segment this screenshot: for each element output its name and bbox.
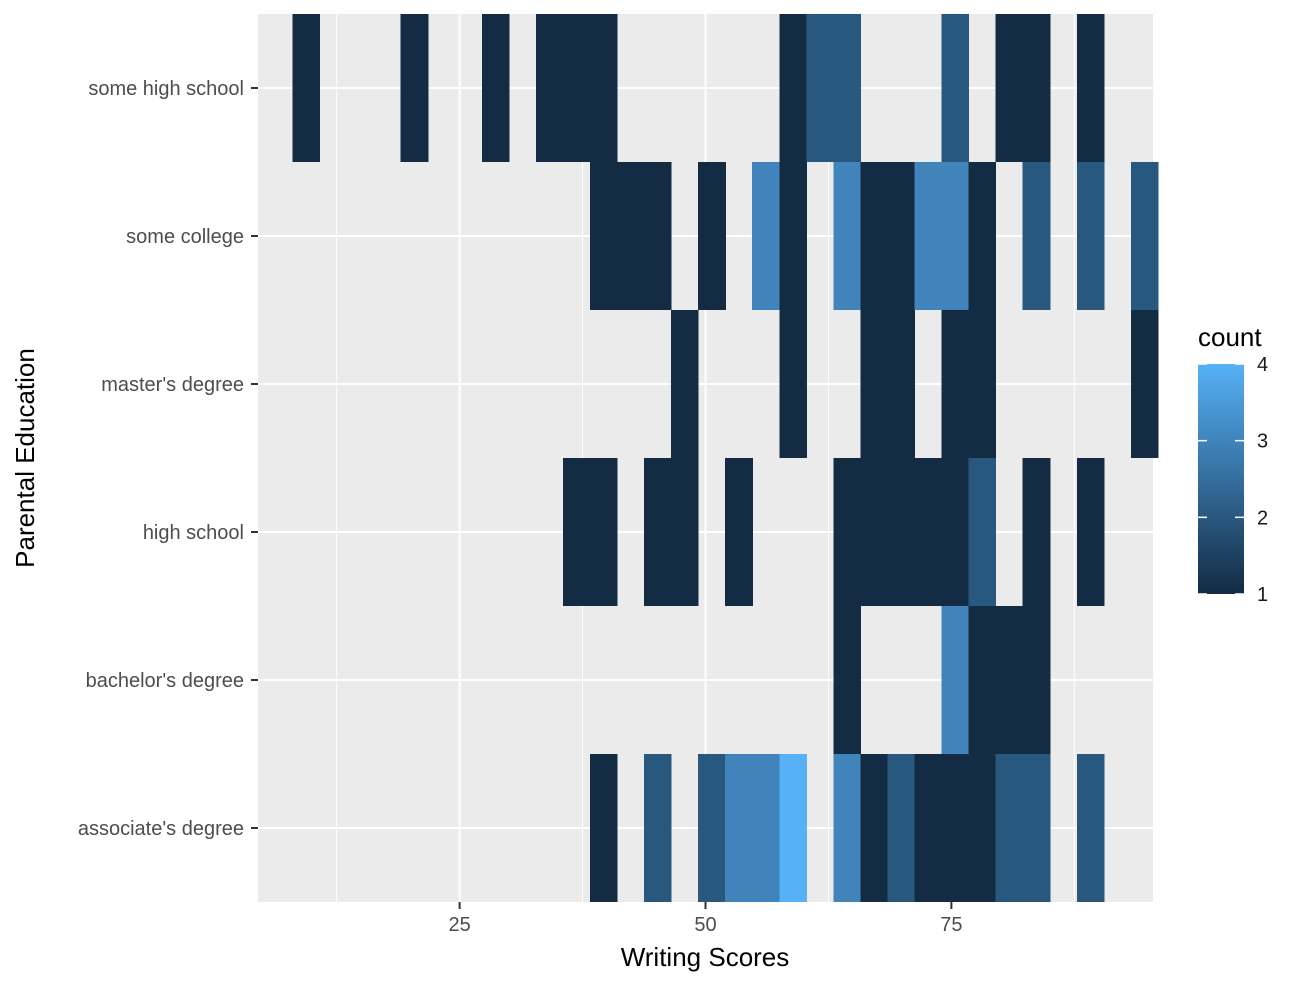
heatmap-cell bbox=[1022, 606, 1051, 754]
heatmap-cell bbox=[833, 458, 862, 606]
heatmap-cell bbox=[779, 310, 807, 458]
heatmap-cell bbox=[779, 162, 807, 310]
heatmap-cell bbox=[1022, 14, 1051, 162]
heatmap-cell bbox=[779, 754, 807, 902]
heatmap-cell bbox=[1130, 162, 1159, 310]
heatmap-cell bbox=[860, 162, 889, 310]
y-tick-label: high school bbox=[143, 522, 244, 544]
heatmap-cell bbox=[968, 458, 997, 606]
heatmap-cell bbox=[914, 754, 943, 902]
heatmap-cell bbox=[1130, 310, 1159, 458]
heatmap-cell bbox=[941, 162, 970, 310]
heatmap-cell bbox=[535, 14, 564, 162]
x-tick-label: 75 bbox=[940, 914, 962, 936]
heatmap-cell bbox=[400, 14, 429, 162]
color-legend: count 1 2 3 4 bbox=[1198, 322, 1268, 606]
heatmap-cell bbox=[589, 754, 618, 902]
heatmap-cell bbox=[914, 458, 943, 606]
heatmap-cell bbox=[1076, 754, 1105, 902]
heatmap-cell bbox=[995, 754, 1024, 902]
heatmap-cell bbox=[860, 754, 889, 902]
heatmap-cell bbox=[616, 162, 645, 310]
heatmap-cell bbox=[968, 754, 997, 902]
legend-tick-label: 3 bbox=[1257, 431, 1268, 453]
heatmap-cell bbox=[562, 14, 591, 162]
heatmap-cell bbox=[968, 606, 997, 754]
heatmap-cell bbox=[671, 310, 699, 458]
x-tick-label: 25 bbox=[448, 914, 470, 936]
legend-tick-label: 4 bbox=[1257, 354, 1268, 376]
heatmap-cell bbox=[644, 162, 672, 310]
heatmap-cell bbox=[725, 458, 753, 606]
heatmap-cell bbox=[833, 606, 862, 754]
heatmap-cell bbox=[968, 162, 997, 310]
heatmap-cell bbox=[644, 754, 672, 902]
heatmap-cell bbox=[589, 458, 618, 606]
heatmap-cell bbox=[481, 14, 510, 162]
heatmap-cell bbox=[995, 606, 1024, 754]
heatmap-cell bbox=[887, 162, 916, 310]
legend-title: count bbox=[1198, 322, 1262, 352]
heatmap-cell bbox=[725, 754, 753, 902]
heatmap-cell bbox=[887, 754, 916, 902]
y-tick-label: some high school bbox=[88, 78, 244, 100]
heatmap-cell bbox=[1076, 162, 1105, 310]
heatmap-cell bbox=[941, 606, 970, 754]
heatmap-cell bbox=[1022, 162, 1051, 310]
heatmap-cell bbox=[941, 310, 970, 458]
x-axis: 25 50 75 bbox=[448, 902, 963, 936]
heatmap-cell bbox=[698, 162, 726, 310]
heatmap-cell bbox=[833, 754, 862, 902]
heatmap-cell bbox=[589, 14, 618, 162]
heatmap-cells bbox=[292, 14, 1159, 902]
heatmap-cell bbox=[941, 754, 970, 902]
heatmap-cell bbox=[698, 754, 726, 902]
heatmap-cell bbox=[1076, 458, 1105, 606]
heatmap-cell bbox=[671, 458, 699, 606]
heatmap-cell bbox=[1076, 14, 1105, 162]
y-tick-label: associate's degree bbox=[78, 818, 244, 840]
heatmap-cell bbox=[968, 310, 997, 458]
y-tick-label: some college bbox=[126, 226, 244, 248]
heatmap-cell bbox=[1022, 458, 1051, 606]
heatmap-cell bbox=[752, 754, 780, 902]
y-tick-label: bachelor's degree bbox=[86, 670, 244, 692]
heatmap-cell bbox=[589, 162, 618, 310]
heatmap-cell bbox=[860, 310, 889, 458]
heatmap-cell bbox=[860, 458, 889, 606]
legend-ticks: 1 2 3 4 bbox=[1198, 354, 1268, 606]
y-tick-label: master's degree bbox=[101, 374, 244, 396]
legend-tick-label: 1 bbox=[1257, 584, 1268, 606]
heatmap-cell bbox=[833, 162, 862, 310]
heatmap-cell bbox=[292, 14, 321, 162]
heatmap-cell bbox=[887, 310, 916, 458]
heatmap-cell bbox=[752, 162, 780, 310]
x-axis-title: Writing Scores bbox=[621, 942, 790, 972]
heatmap-cell bbox=[779, 14, 807, 162]
heatmap-cell bbox=[562, 458, 591, 606]
heatmap-cell bbox=[887, 458, 916, 606]
legend-tick-label: 2 bbox=[1257, 507, 1268, 529]
legend-colorbar bbox=[1198, 364, 1244, 594]
x-tick-label: 50 bbox=[694, 914, 716, 936]
heatmap-cell bbox=[914, 162, 943, 310]
y-axis: associate's degree bachelor's degree high … bbox=[78, 78, 258, 840]
heatmap-cell bbox=[941, 458, 970, 606]
heatmap-cell bbox=[941, 14, 970, 162]
y-axis-title: Parental Education bbox=[10, 348, 40, 568]
heatmap-cell bbox=[644, 458, 672, 606]
heatmap-cell bbox=[833, 14, 862, 162]
heatmap-cell bbox=[806, 14, 834, 162]
heatmap-cell bbox=[1022, 754, 1051, 902]
heatmap-cell bbox=[995, 14, 1024, 162]
